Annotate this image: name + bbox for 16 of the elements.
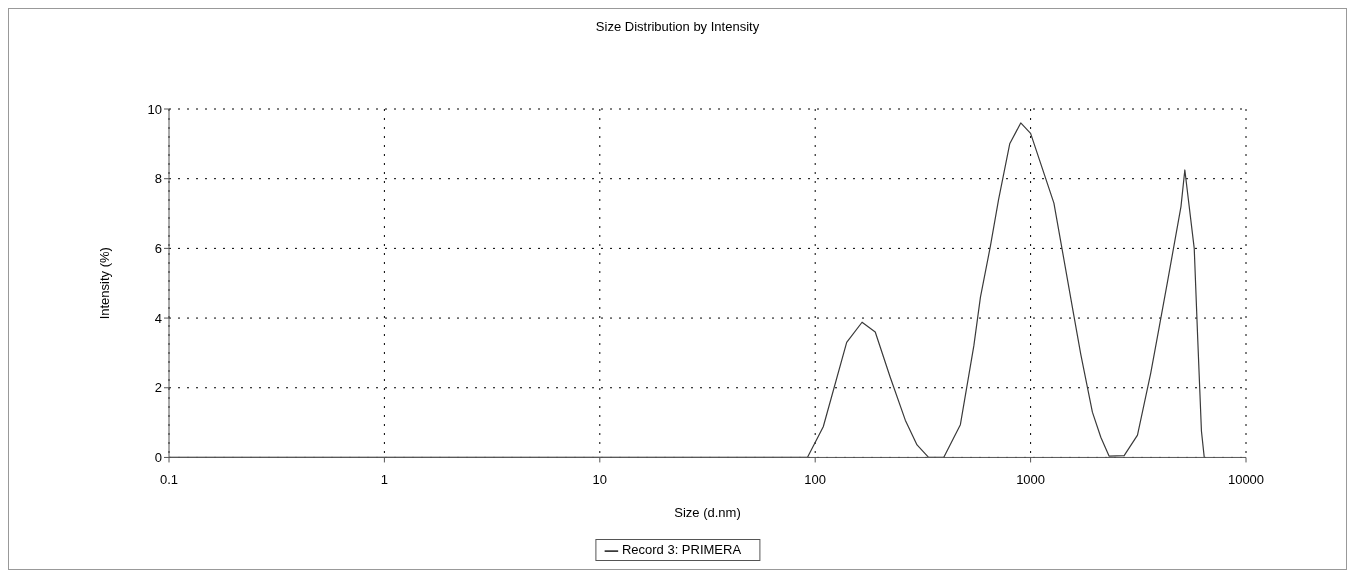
y-tick-label: 10 [147,101,162,117]
y-tick-label: 6 [154,240,162,256]
x-tick-label: 10000 [1227,471,1265,487]
legend-label: Record 3: PRIMERA [621,542,742,558]
chart-title: Size Distribution by Intensity [594,19,761,34]
y-axis-title: Intensity (%) [96,247,112,320]
x-tick-label: 100 [804,471,827,487]
y-tick-label: 4 [154,310,162,326]
x-tick-label: 10 [592,471,608,487]
y-tick-label: 0 [154,450,162,466]
x-tick-label: 1 [380,471,389,487]
x-tick-label: 0.1 [159,471,179,487]
y-tick-label: 8 [154,171,162,187]
y-tick-label: 2 [154,380,162,396]
x-tick-label: 1000 [1016,471,1046,487]
x-axis-title: Size (d.nm) [674,505,741,521]
